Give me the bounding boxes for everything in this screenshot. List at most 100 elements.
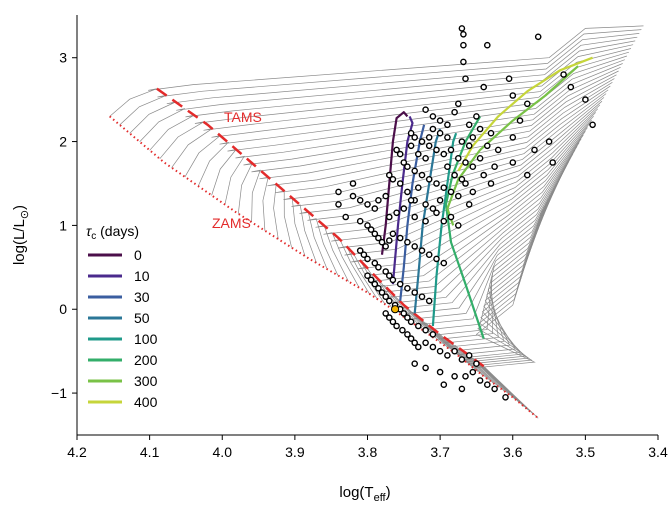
y-tick-label: 3 xyxy=(59,50,67,66)
star-markers xyxy=(335,25,596,401)
star-marker xyxy=(491,385,498,393)
evolutionary-track xyxy=(315,100,603,282)
star-marker xyxy=(378,289,386,296)
evolutionary-track xyxy=(197,55,628,187)
legend-label: 100 xyxy=(134,331,158,347)
star-marker xyxy=(422,201,429,208)
star-marker xyxy=(433,255,440,263)
star-marker xyxy=(465,121,473,129)
star-marker xyxy=(389,230,397,238)
star-marker xyxy=(411,134,419,141)
star-marker xyxy=(364,201,371,208)
star-marker xyxy=(444,121,451,129)
star-marker xyxy=(367,226,375,233)
y-tick-label: 2 xyxy=(59,134,67,150)
star-marker xyxy=(385,314,393,321)
star-marker xyxy=(404,163,411,170)
star-marker xyxy=(436,196,444,204)
tau-curve-200 xyxy=(444,115,485,339)
legend-title: τc (days) xyxy=(86,223,139,242)
star-marker xyxy=(451,347,458,355)
evolutionary-track xyxy=(474,210,543,419)
evolutionary-track xyxy=(461,191,553,400)
star-marker xyxy=(582,96,589,103)
star-marker xyxy=(407,318,415,326)
evolutionary-track xyxy=(275,82,613,248)
star-marker xyxy=(462,372,469,380)
legend-item: 50 xyxy=(88,310,150,326)
star-marker xyxy=(483,41,491,49)
legend: τc (days) 0 10 30 50 100 200 300 400 xyxy=(86,223,158,410)
star-marker xyxy=(460,58,467,66)
star-marker xyxy=(385,237,393,244)
star-marker xyxy=(335,201,342,208)
star-marker xyxy=(429,343,437,351)
star-marker xyxy=(389,276,397,284)
evolutionary-track xyxy=(337,112,596,300)
star-marker xyxy=(531,146,538,154)
star-marker xyxy=(371,230,379,238)
star-marker xyxy=(476,154,484,162)
star-marker xyxy=(425,142,433,150)
evolutionary-track xyxy=(283,85,611,257)
star-marker xyxy=(422,106,429,113)
star-marker xyxy=(465,142,473,150)
evolutionary-tracks xyxy=(109,25,644,419)
legend-item: 300 xyxy=(88,373,158,389)
star-marker xyxy=(494,146,502,154)
evolutionary-track xyxy=(472,206,545,415)
star-marker xyxy=(404,284,411,292)
star-marker xyxy=(407,335,415,342)
legend-item: 100 xyxy=(88,331,158,347)
evolutionary-track xyxy=(364,127,588,321)
x-tick-label: 3.9 xyxy=(285,444,305,460)
star-marker xyxy=(422,339,429,347)
legend-item: 400 xyxy=(88,394,158,410)
star-marker xyxy=(418,293,426,301)
star-marker xyxy=(480,83,488,91)
star-marker xyxy=(458,356,466,363)
evolutionary-track xyxy=(344,115,594,305)
evolutionary-track xyxy=(139,36,638,143)
star-marker xyxy=(483,381,491,389)
star-marker xyxy=(509,92,517,99)
star-marker xyxy=(400,205,408,212)
star-marker xyxy=(476,377,484,384)
star-marker xyxy=(396,234,404,242)
star-marker xyxy=(502,393,509,401)
star-marker xyxy=(393,209,400,217)
star-marker xyxy=(396,180,404,187)
star-marker xyxy=(422,154,429,162)
star-marker xyxy=(411,289,419,296)
x-tick-label: 3.6 xyxy=(503,444,523,460)
star-marker xyxy=(491,163,498,170)
star-marker xyxy=(440,184,448,191)
star-marker xyxy=(385,213,393,221)
star-marker xyxy=(462,180,469,187)
star-marker xyxy=(411,213,419,221)
star-marker xyxy=(371,280,379,288)
x-axis-label: log(Teff) xyxy=(339,484,390,504)
star-marker xyxy=(425,251,433,258)
x-tick-label: 3.7 xyxy=(430,444,450,460)
star-marker xyxy=(473,360,480,368)
star-marker xyxy=(458,385,466,393)
star-marker xyxy=(393,322,400,330)
star-marker xyxy=(385,272,393,280)
star-marker xyxy=(440,381,448,389)
star-marker xyxy=(411,339,419,347)
star-marker xyxy=(429,113,437,120)
star-marker xyxy=(454,154,462,162)
evolutionary-track xyxy=(184,51,629,178)
star-marker xyxy=(433,146,440,154)
star-marker xyxy=(454,192,462,200)
star-marker xyxy=(400,159,408,166)
evolutionary-track xyxy=(237,66,621,214)
evolutionary-track xyxy=(129,33,640,134)
star-marker xyxy=(418,138,426,145)
legend-label: 300 xyxy=(134,373,158,389)
star-marker xyxy=(465,352,473,359)
tau-curve-400 xyxy=(457,56,593,172)
star-marker xyxy=(411,243,419,250)
